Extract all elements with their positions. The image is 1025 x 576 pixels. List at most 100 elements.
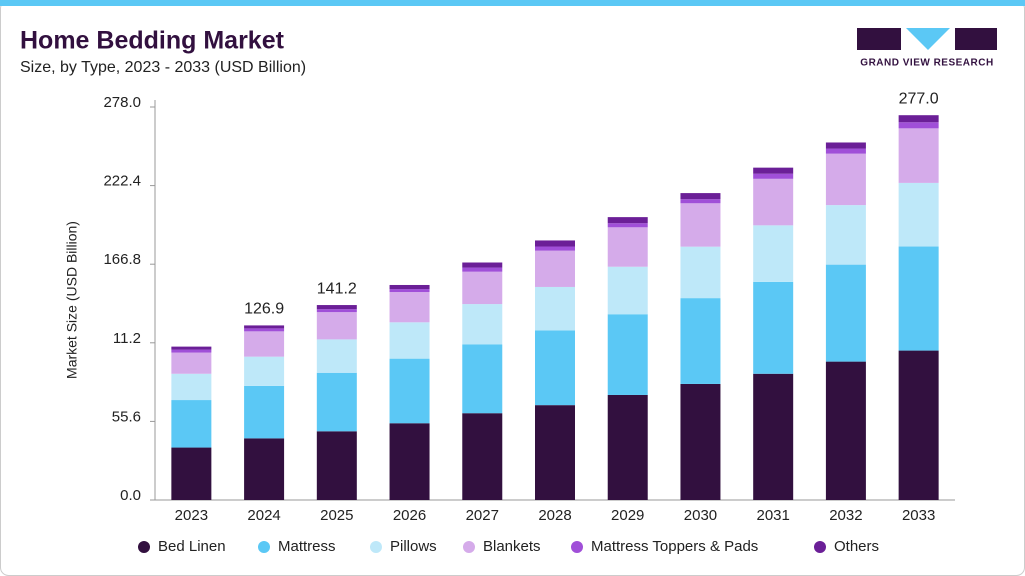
bar-segment bbox=[316, 431, 357, 500]
bar-segment bbox=[753, 178, 794, 226]
bar-segment bbox=[462, 304, 503, 345]
logo-text: GRAND VIEW RESEARCH bbox=[860, 58, 993, 69]
bar-segment bbox=[753, 373, 794, 500]
bar-segment bbox=[753, 167, 794, 174]
legend-label: Mattress Toppers & Pads bbox=[591, 538, 758, 555]
bar-segment bbox=[607, 217, 648, 224]
bar-segment bbox=[316, 339, 357, 373]
bar-segment bbox=[680, 246, 721, 299]
legend-label: Mattress bbox=[278, 538, 336, 555]
bar-segment bbox=[244, 331, 285, 357]
legend-swatch bbox=[258, 541, 270, 553]
x-tick-label: 2032 bbox=[829, 507, 862, 524]
bar-segment bbox=[535, 240, 575, 247]
x-tick-label: 2031 bbox=[756, 507, 789, 524]
legend-swatch bbox=[814, 541, 826, 553]
bar-segment bbox=[389, 423, 430, 500]
legend-swatch bbox=[571, 541, 583, 553]
logo-block bbox=[955, 28, 997, 50]
legend-label: Pillows bbox=[390, 538, 437, 555]
logo-block bbox=[906, 28, 950, 50]
bar-segment bbox=[535, 246, 575, 251]
bar-segment bbox=[171, 400, 212, 448]
logo: GRAND VIEW RESEARCH bbox=[857, 28, 997, 69]
bar-segment bbox=[171, 373, 212, 401]
y-tick-label: 278.0 bbox=[103, 94, 141, 111]
bar-segment bbox=[535, 330, 575, 406]
x-tick-label: 2033 bbox=[902, 507, 935, 524]
total-label: 141.2 bbox=[317, 280, 357, 297]
bar-segment bbox=[680, 203, 721, 247]
y-tick-label: 222.4 bbox=[103, 173, 141, 190]
bar-segment bbox=[462, 413, 503, 500]
chart-title: Home Bedding Market bbox=[20, 27, 285, 55]
bar-segment bbox=[535, 286, 575, 331]
bar-segment bbox=[462, 267, 503, 272]
y-tick-label: 166.8 bbox=[103, 251, 141, 268]
bar-segment bbox=[535, 250, 575, 287]
bar-segment bbox=[898, 128, 939, 183]
x-tick-label: 2030 bbox=[684, 507, 717, 524]
bar-segment bbox=[171, 447, 212, 500]
bar-segment bbox=[680, 383, 721, 500]
bar-segment bbox=[825, 361, 866, 500]
chart-subtitle: Size, by Type, 2023 - 2033 (USD Billion) bbox=[20, 59, 306, 76]
y-tick-label: 55.6 bbox=[112, 408, 141, 425]
bar-segment bbox=[680, 298, 721, 384]
legend-label: Bed Linen bbox=[158, 538, 226, 555]
bar-segment bbox=[316, 309, 357, 313]
y-tick-label: 11.2 bbox=[113, 330, 141, 347]
x-tick-label: 2023 bbox=[175, 507, 208, 524]
x-tick-label: 2025 bbox=[320, 507, 353, 524]
x-tick-label: 2026 bbox=[393, 507, 426, 524]
bar-segment bbox=[825, 264, 866, 362]
bar-segment bbox=[607, 314, 648, 395]
bar-segment bbox=[316, 305, 357, 310]
bar-segment bbox=[171, 346, 212, 350]
total-label: 126.9 bbox=[244, 301, 284, 318]
bar-segment bbox=[753, 281, 794, 374]
bar-segment bbox=[389, 292, 430, 323]
logo-block bbox=[857, 28, 901, 50]
bar-segment bbox=[898, 350, 939, 500]
bar-segment bbox=[898, 246, 939, 351]
bar-segment bbox=[244, 385, 285, 439]
bar-segment bbox=[607, 223, 648, 228]
legend-swatch bbox=[138, 541, 150, 553]
x-tick-label: 2029 bbox=[611, 507, 644, 524]
bar-segment bbox=[462, 344, 503, 414]
bar-segment bbox=[244, 356, 285, 386]
bar-segment bbox=[898, 122, 939, 129]
x-tick-label: 2027 bbox=[466, 507, 499, 524]
bar-segment bbox=[898, 115, 939, 123]
bar-segment bbox=[535, 405, 575, 500]
bar-segment bbox=[462, 271, 503, 305]
bar-segment bbox=[607, 227, 648, 267]
legend-swatch bbox=[370, 541, 382, 553]
bar-segment bbox=[607, 394, 648, 500]
bar-segment bbox=[389, 322, 430, 359]
bar-segment bbox=[607, 266, 648, 315]
top-bar bbox=[0, 0, 1025, 6]
x-tick-label: 2028 bbox=[538, 507, 571, 524]
bar-segment bbox=[825, 142, 866, 149]
y-tick-label: 0.0 bbox=[120, 487, 141, 504]
bar-segment bbox=[753, 225, 794, 282]
legend-label: Blankets bbox=[483, 538, 541, 555]
bar-segment bbox=[244, 328, 285, 332]
bar-segment bbox=[389, 358, 430, 424]
total-label: 277.0 bbox=[899, 90, 939, 107]
bar-segment bbox=[753, 173, 794, 179]
bar-segment bbox=[680, 199, 721, 204]
legend-swatch bbox=[463, 541, 475, 553]
bar-segment bbox=[171, 349, 212, 353]
bar-segment bbox=[825, 148, 866, 154]
bar-segment bbox=[825, 153, 866, 206]
bar-segment bbox=[171, 352, 212, 374]
bar-segment bbox=[680, 193, 721, 200]
legend-label: Others bbox=[834, 538, 879, 555]
bar-segment bbox=[389, 289, 430, 293]
